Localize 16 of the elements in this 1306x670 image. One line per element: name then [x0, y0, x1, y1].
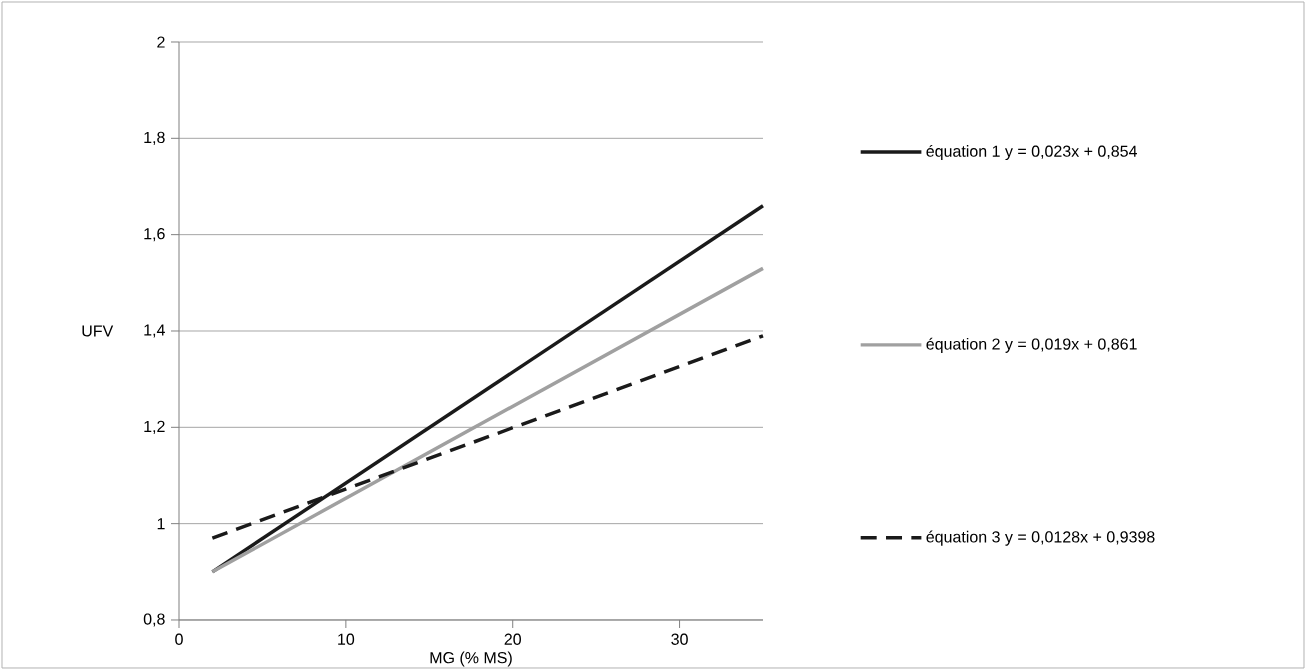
x-axis-title: MG (% MS) [430, 651, 512, 667]
y-tick-label: 1,8 [144, 131, 165, 145]
y-axis-title: UFV [82, 325, 114, 337]
x-tick-label: 30 [671, 633, 688, 645]
legend-label: équation 3 y = 0,0128x + 0,9398 [926, 530, 1155, 546]
x-tick-label: 0 [175, 633, 183, 645]
y-tick-label: 1,2 [144, 420, 165, 434]
x-tick-label: 20 [504, 633, 521, 645]
y-tick-label: 0,8 [143, 613, 165, 627]
y-tick-label: 1,6 [144, 228, 165, 242]
y-tick-label: 2 [157, 36, 165, 48]
y-tick-label: 1 [157, 518, 165, 530]
legend-label: équation 2 y = 0,019x + 0,861 [926, 337, 1137, 353]
legend-label: équation 1 y = 0,023x + 0,854 [926, 144, 1137, 161]
y-tick-label: 1,4 [144, 324, 165, 338]
x-tick-label: 10 [338, 633, 355, 645]
